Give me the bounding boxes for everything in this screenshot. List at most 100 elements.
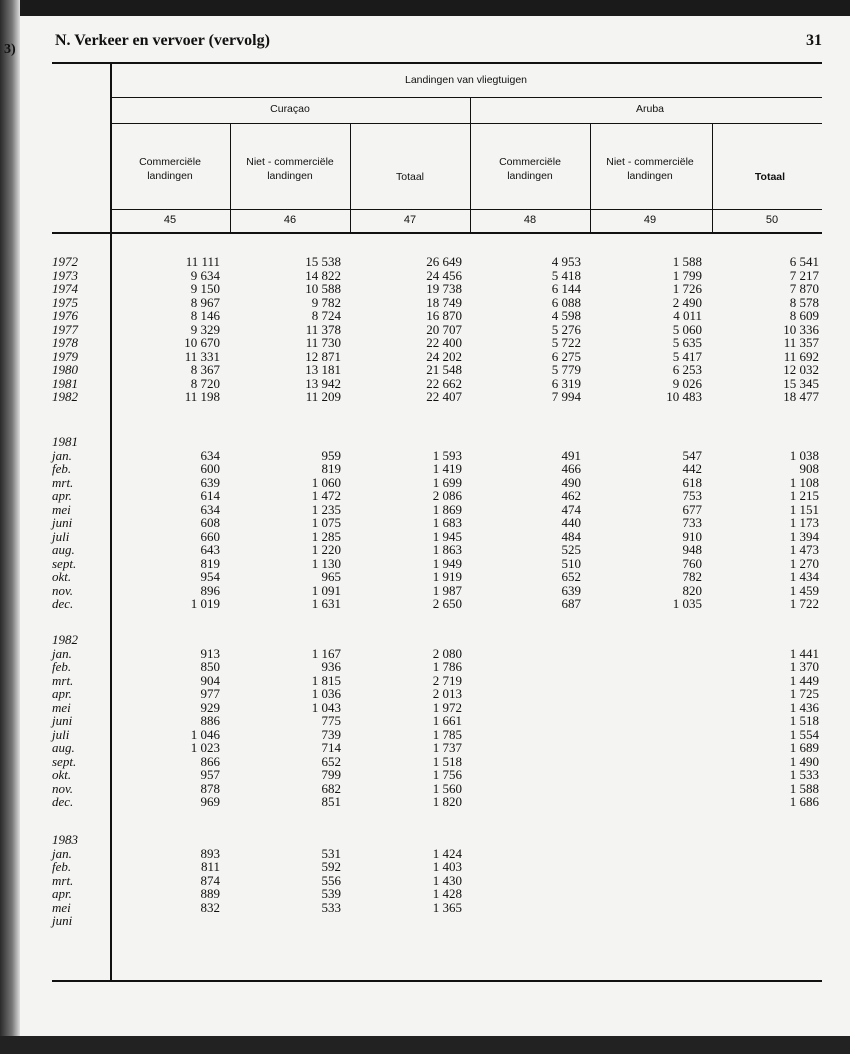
- cell-col-50: 1 689: [789, 740, 819, 755]
- row-label: 1979: [52, 348, 78, 364]
- header-rule-1: [110, 97, 822, 98]
- cell-col-50: 1 554: [789, 726, 819, 742]
- col-number: 49: [643, 214, 657, 226]
- table-row: feb. 600 819 1 419 466 442 908: [0, 462, 850, 476]
- cell-col-46: 11 378: [305, 321, 341, 337]
- table-row: sept. 866 652 1 518 1 490: [0, 753, 850, 769]
- page-number: 31: [806, 32, 822, 49]
- cell-col-47: 2 086: [432, 488, 462, 503]
- cell-col-47: 1 820: [432, 794, 462, 809]
- cell-col-49: 948: [682, 542, 703, 557]
- region-header-aruba: Aruba: [635, 103, 665, 115]
- cell-col-49: 1 799: [672, 267, 702, 283]
- cell-col-46: 8 724: [311, 308, 341, 323]
- row-label: 1978: [52, 335, 78, 350]
- table-row: apr. 614 1 472 2 086 462 753 1 215: [0, 489, 850, 503]
- cell-col-49: 782: [682, 569, 703, 584]
- cell-col-47: 22 662: [426, 375, 462, 391]
- row-label: 1983: [52, 832, 78, 847]
- cell-col-46: 652: [321, 753, 342, 769]
- cell-col-46: 14 822: [305, 267, 341, 283]
- cell-col-46: 1 631: [311, 596, 341, 611]
- cell-col-45: 850: [200, 659, 221, 674]
- table-row: 1981 8 720 13 942 22 662 6 319 9 026 15 345: [0, 375, 850, 391]
- region-divider: [470, 97, 471, 233]
- stub-divider: [110, 63, 112, 981]
- cell-col-47: 18 749: [426, 294, 462, 310]
- row-label: 1975: [52, 294, 78, 310]
- col-header-46: Niet - commerciële landingen: [246, 156, 334, 182]
- year-heading: 1981: [0, 435, 850, 449]
- row-label: mrt.: [52, 474, 74, 490]
- row-label: juni: [52, 713, 73, 728]
- cell-col-47: 1 785: [432, 726, 462, 742]
- table-row: jan. 913 1 167 2 080 1 441: [0, 645, 850, 661]
- table-row: juni 608 1 075 1 683 440 733 1 173: [0, 516, 850, 530]
- col-number: 45: [163, 214, 177, 226]
- cell-col-47: 1 424: [432, 845, 462, 861]
- cell-col-48: 4 598: [551, 308, 581, 323]
- row-label: 1977: [52, 321, 78, 337]
- cell-col-50: 1 151: [789, 501, 819, 517]
- cell-col-48: 462: [561, 488, 582, 503]
- table-row: nov. 878 682 1 560 1 588: [0, 780, 850, 796]
- row-label: mei: [52, 899, 71, 915]
- cell-col-45: 11 331: [184, 348, 220, 364]
- cell-col-49: 9 026: [672, 375, 702, 391]
- cell-col-49: 5 417: [672, 348, 702, 364]
- cell-col-47: 16 870: [426, 308, 462, 323]
- scan-border-left: [0, 0, 20, 1054]
- cell-col-50: 908: [799, 461, 820, 476]
- cell-col-46: 531: [321, 845, 342, 861]
- cell-col-46: 851: [321, 794, 342, 809]
- cell-col-46: 556: [321, 872, 342, 888]
- cell-col-47: 1 683: [432, 515, 462, 530]
- cell-col-47: 1 863: [432, 542, 462, 557]
- row-label: 1972: [52, 254, 78, 269]
- cell-col-46: 819: [321, 461, 342, 476]
- scan-border-top: [0, 0, 850, 16]
- cell-col-46: 10 588: [305, 281, 341, 296]
- cell-col-45: 904: [200, 672, 221, 688]
- cell-col-47: 1 428: [432, 886, 462, 901]
- cell-col-45: 886: [200, 713, 221, 728]
- table-row: apr. 977 1 036 2 013 1 725: [0, 687, 850, 701]
- table-row: juli 1 046 739 1 785 1 554: [0, 726, 850, 742]
- cell-col-50: 1 722: [789, 596, 819, 611]
- cell-col-47: 1 419: [432, 461, 462, 476]
- cell-col-49: 2 490: [672, 294, 702, 310]
- cell-col-47: 1 949: [432, 555, 462, 571]
- cell-col-47: 1 518: [432, 753, 462, 769]
- year-heading: 1982: [0, 633, 850, 647]
- cell-col-45: 954: [200, 569, 221, 584]
- cell-col-47: 24 202: [426, 348, 462, 364]
- cell-col-45: 957: [200, 767, 221, 782]
- cell-col-50: 12 032: [783, 362, 819, 377]
- cell-col-46: 1 091: [311, 582, 341, 598]
- cell-col-48: 474: [561, 501, 582, 517]
- cell-col-46: 539: [321, 886, 342, 901]
- table-row: jan. 634 959 1 593 491 547 1 038: [0, 447, 850, 463]
- row-label: jan.: [52, 645, 72, 661]
- cell-col-48: 5 276: [551, 321, 581, 337]
- cell-col-48: 6 275: [551, 348, 581, 364]
- row-label: apr.: [52, 686, 72, 701]
- cell-col-46: 1 815: [311, 672, 341, 688]
- cell-col-49: 442: [682, 461, 703, 476]
- table-row: juni: [0, 914, 850, 928]
- cell-col-46: 11 730: [305, 335, 341, 350]
- cell-col-50: 1 270: [789, 555, 819, 571]
- year-heading: 1983: [0, 833, 850, 847]
- col-number: 47: [403, 214, 417, 226]
- cell-col-46: 12 871: [305, 348, 341, 364]
- cell-col-46: 959: [321, 447, 342, 463]
- row-label: 1973: [52, 267, 78, 283]
- cell-col-49: 820: [682, 582, 703, 598]
- cell-col-47: 1 430: [432, 872, 462, 888]
- row-label: nov.: [52, 780, 74, 796]
- cell-col-45: 8 967: [190, 294, 220, 310]
- cell-col-47: 22 407: [426, 389, 462, 404]
- cell-col-50: 1 588: [789, 780, 819, 796]
- cell-col-48: 5 779: [551, 362, 581, 377]
